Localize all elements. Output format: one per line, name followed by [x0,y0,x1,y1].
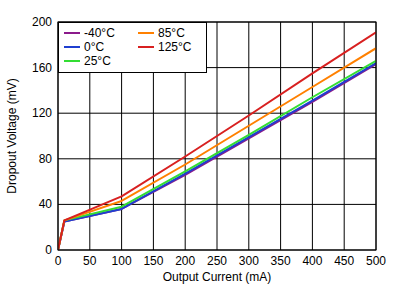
legend-swatch [64,32,80,34]
legend-label: 25°C [84,54,111,68]
x-tick-label: 0 [55,254,62,268]
x-tick-label: 450 [334,254,354,268]
legend-swatch [138,46,154,48]
x-tick-label: 100 [112,254,132,268]
series-line [58,61,376,250]
y-tick-label: 120 [32,106,52,120]
y-grid-line [58,158,376,159]
x-grid-line [280,22,281,250]
x-tick-label: 350 [271,254,291,268]
series-line [58,32,376,250]
x-tick-label: 300 [239,254,259,268]
legend-box [59,23,207,73]
y-grid-line [58,113,376,114]
x-tick-label: 200 [175,254,195,268]
x-grid-line [344,22,345,250]
series-line [58,63,376,250]
series-group [58,32,376,250]
x-axis-label: Output Current (mA) [163,270,272,284]
y-tick-label: 160 [32,61,52,75]
legend-swatch [138,32,154,34]
x-tick-label: 50 [83,254,97,268]
x-tick-label: 400 [302,254,322,268]
legend-label: 85°C [158,26,185,40]
legend-swatch [64,60,80,62]
y-tick-label: 80 [39,152,53,166]
legend-label: 0°C [84,40,104,54]
y-tick-label: 40 [39,197,53,211]
legend-swatch [64,46,80,48]
legend-label: -40°C [84,26,115,40]
x-tick-label: 500 [366,254,386,268]
chart: 0 50 100 150 200 250 300 350 400 450 500 0 40 80 120 16… [0,0,403,298]
y-axis-label: Dropout Voltage (mV) [5,78,19,193]
legend: -40°C0°C25°C 85°C125°C [59,23,207,73]
y-tick-label: 200 [32,15,52,29]
legend-label: 125°C [158,40,192,54]
y-tick-label: 0 [45,243,52,257]
x-tick-label: 150 [143,254,163,268]
x-grid-line [312,22,313,250]
plot-frame [58,22,376,250]
series-line [58,48,376,250]
x-tick-label: 250 [207,254,227,268]
